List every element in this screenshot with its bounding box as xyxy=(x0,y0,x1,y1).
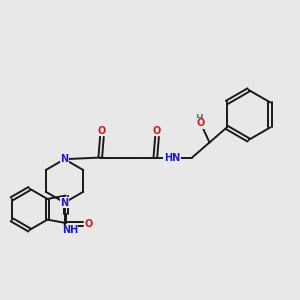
Text: H: H xyxy=(195,114,202,123)
Text: HN: HN xyxy=(164,152,180,163)
Text: O: O xyxy=(197,118,205,128)
Text: N: N xyxy=(61,154,69,164)
Text: O: O xyxy=(98,126,106,136)
Text: O: O xyxy=(153,126,161,136)
Text: NH: NH xyxy=(61,225,78,235)
Text: N: N xyxy=(61,198,69,208)
Text: O: O xyxy=(85,219,93,229)
